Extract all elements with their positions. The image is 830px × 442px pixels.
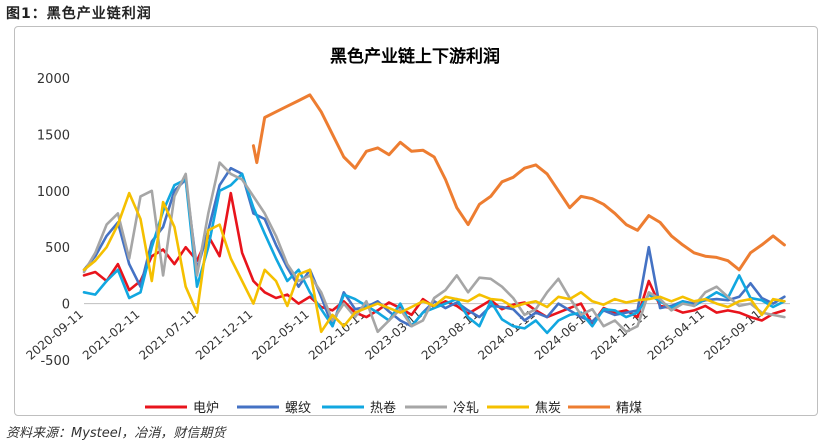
chart-title: 黑色产业链上下游利润 — [330, 46, 500, 67]
chart-frame — [14, 26, 818, 416]
y-axis: -500 0 500 1000 1500 2000 — [37, 72, 70, 369]
legend-label: 焦炭 — [535, 401, 561, 416]
legend-label: 热卷 — [370, 400, 396, 416]
x-tick-label: 2021-07-11 — [136, 307, 198, 363]
source-note: 资料来源：Mysteel，冶消，财信期货 — [6, 426, 226, 441]
y-tick-label: -500 — [40, 354, 70, 369]
series-lines — [82, 93, 786, 335]
series-line-6 — [251, 93, 786, 272]
legend-label: 冷轧 — [453, 401, 479, 416]
legend: 电炉 螺纹 热卷 冷轧 焦炭 精煤 — [145, 400, 642, 416]
series-line-5 — [82, 191, 786, 334]
y-tick-label: 500 — [45, 241, 70, 256]
y-tick-label: 1500 — [37, 128, 70, 143]
x-tick-label: 2025-04-11 — [645, 307, 707, 363]
x-tick-label: 2025-09-11 — [701, 307, 763, 363]
series-line-4 — [82, 161, 786, 334]
x-tick-label: 2021-02-11 — [80, 307, 142, 363]
x-tick-label: 2021-12-11 — [193, 307, 255, 363]
legend-label: 螺纹 — [285, 401, 311, 416]
figure-caption: 图1：黑色产业链利润 — [6, 6, 152, 22]
y-tick-label: 0 — [62, 298, 70, 313]
x-tick-label: 2022-05-11 — [249, 307, 311, 363]
x-tick-label: 2023-08-11 — [419, 307, 481, 363]
legend-label: 电炉 — [193, 401, 219, 416]
y-tick-label: 2000 — [37, 72, 70, 87]
legend-label: 精煤 — [616, 401, 642, 416]
y-tick-label: 1000 — [37, 185, 70, 200]
